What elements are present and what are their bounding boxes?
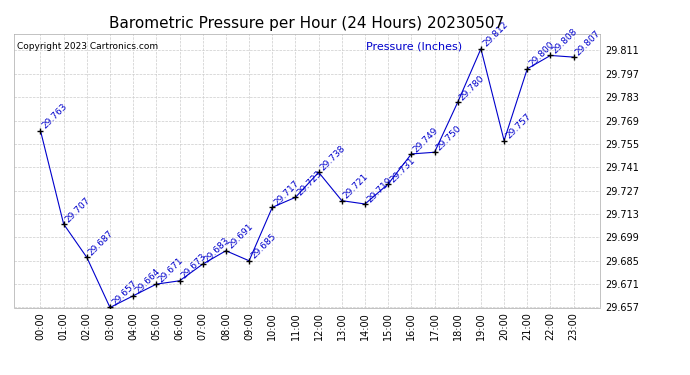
Text: 29.731: 29.731 <box>388 155 417 184</box>
Text: 29.808: 29.808 <box>551 27 579 56</box>
Text: 29.687: 29.687 <box>87 229 115 257</box>
Text: 29.807: 29.807 <box>573 28 602 57</box>
Text: 29.780: 29.780 <box>457 74 486 102</box>
Text: 29.721: 29.721 <box>342 172 371 201</box>
Text: 29.763: 29.763 <box>41 102 69 130</box>
Text: 29.757: 29.757 <box>504 112 533 141</box>
Text: 29.673: 29.673 <box>179 252 208 281</box>
Title: Barometric Pressure per Hour (24 Hours) 20230507: Barometric Pressure per Hour (24 Hours) … <box>110 16 504 31</box>
Text: 29.664: 29.664 <box>133 267 161 296</box>
Text: 29.750: 29.750 <box>435 124 463 152</box>
Text: 29.691: 29.691 <box>226 222 255 251</box>
Text: 29.812: 29.812 <box>481 20 509 49</box>
Text: 29.657: 29.657 <box>110 279 139 308</box>
Text: 29.723: 29.723 <box>295 169 324 197</box>
Text: 29.719: 29.719 <box>365 176 393 204</box>
Text: 29.738: 29.738 <box>319 144 347 172</box>
Text: 29.685: 29.685 <box>249 232 278 261</box>
Text: 29.683: 29.683 <box>203 236 231 264</box>
Text: 29.707: 29.707 <box>63 195 92 224</box>
Text: 29.800: 29.800 <box>527 40 556 69</box>
Text: 29.749: 29.749 <box>411 125 440 154</box>
Text: 29.717: 29.717 <box>273 179 301 207</box>
Text: Copyright 2023 Cartronics.com: Copyright 2023 Cartronics.com <box>17 42 158 51</box>
Text: Pressure (Inches): Pressure (Inches) <box>366 42 462 52</box>
Text: 29.671: 29.671 <box>157 255 185 284</box>
